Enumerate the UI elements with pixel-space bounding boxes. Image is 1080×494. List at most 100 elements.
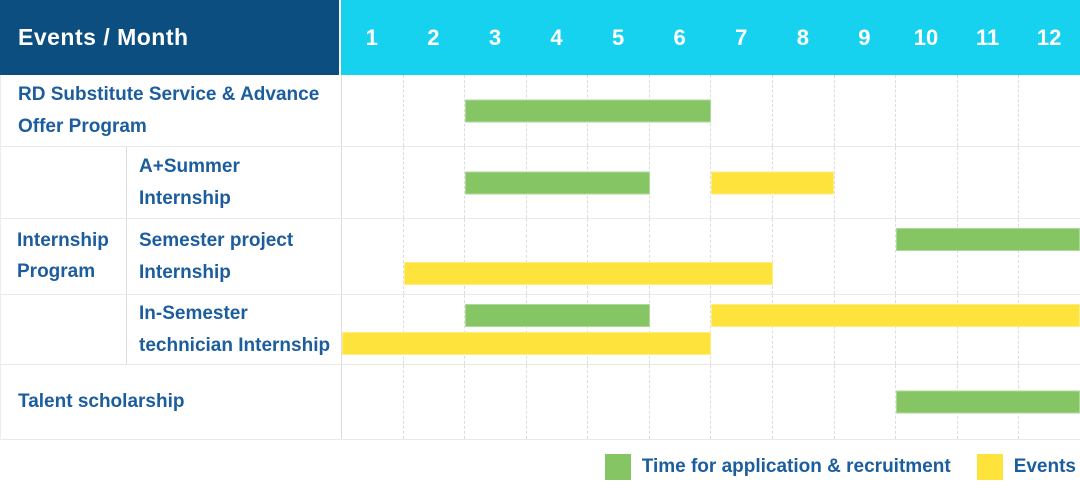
table-row: Talent scholarship (1, 365, 1080, 440)
month-gridline-cell (956, 219, 1019, 294)
gantt-bar-application (465, 171, 650, 194)
month-gridline-cell (772, 365, 834, 439)
legend-swatch-application (604, 454, 631, 480)
gantt-bar-application (895, 228, 1080, 251)
legend-label: Time for application & recruitment (641, 456, 951, 477)
gantt-bar-application (895, 390, 1080, 414)
month-gridline-cell (895, 147, 957, 218)
month-gridline-cell (402, 219, 465, 294)
month-gridline-cell (710, 295, 772, 364)
month-gridline-cell (956, 147, 1019, 218)
month-header-8: 8 (796, 24, 809, 50)
row-label-cell: Talent scholarship (1, 365, 342, 439)
month-gridline-cell (525, 365, 588, 439)
month-gridline-cell (648, 365, 711, 439)
month-gridline-cell (402, 365, 465, 439)
month-gridline-cell (342, 75, 403, 146)
month-gridline-cell (587, 365, 649, 439)
gantt-bar-events (403, 262, 773, 285)
row-label-cell: In-Semester technician Internship (1, 295, 342, 364)
table-row: A+Summer Internship (1, 147, 1080, 219)
month-gridline-cell (587, 219, 649, 294)
month-header-3: 3 (488, 24, 502, 50)
month-grid (342, 295, 1080, 364)
month-gridline-cell (833, 219, 896, 294)
month-gridline-cell (342, 147, 403, 218)
month-gridline-cell (342, 219, 403, 294)
month-gridline-cell (1018, 147, 1080, 218)
gantt-bar-events (711, 304, 1080, 327)
month-gridline-cell (402, 75, 465, 146)
month-grid (342, 75, 1080, 146)
row-label-cell: Semester project Internship (1, 219, 342, 294)
month-gridline-cell (525, 219, 588, 294)
month-gridline-cell (956, 75, 1019, 146)
month-header-1: 1 (365, 24, 378, 50)
month-gridline-cell (772, 75, 834, 146)
month-gridline-cell (464, 295, 526, 364)
row-label-cell: RD Substitute Service & Advance Offer Pr… (1, 75, 342, 146)
month-header-7: 7 (735, 24, 748, 50)
month-gridline-cell (710, 365, 772, 439)
gantt-bar-events (711, 171, 834, 194)
month-header-10: 10 (913, 24, 939, 50)
month-gridline-cell (525, 295, 588, 364)
month-gridline-cell (833, 295, 896, 364)
table-header-row: Events / Month 1 2 3 4 5 6 7 8 9 10 11 12 (0, 0, 1080, 75)
table-corner-title: Events / Month (0, 0, 341, 75)
gantt-bar-application (465, 304, 650, 327)
month-header-11: 11 (975, 24, 1000, 50)
month-header-6: 6 (673, 24, 686, 50)
events-month-table: Events / Month 1 2 3 4 5 6 7 8 9 10 11 12 RD Substi… (0, 0, 1080, 440)
legend-label: Events (1013, 456, 1076, 477)
legend-item-application: Time for application & recruitment (604, 454, 951, 480)
month-gridline-cell (648, 147, 711, 218)
month-gridline-cell (772, 219, 834, 294)
month-gridline-cell (895, 295, 957, 364)
month-gridline-cell (833, 75, 896, 146)
month-gridline-cell (587, 295, 649, 364)
month-gridline-cell (464, 365, 526, 439)
row-sublabel: Semester project Internship (126, 219, 341, 294)
month-header-row: 1 2 3 4 5 6 7 8 9 10 11 12 (341, 0, 1080, 75)
month-grid (342, 147, 1080, 218)
month-gridline-cell (342, 365, 403, 439)
table-row: RD Substitute Service & Advance Offer Pr… (1, 75, 1080, 147)
month-gridline-cell (464, 219, 526, 294)
month-header-12: 12 (1036, 24, 1062, 50)
month-header-5: 5 (611, 24, 625, 50)
month-gridline-cell (1018, 295, 1080, 364)
month-header-9: 9 (858, 24, 871, 50)
legend: Time for application & recruitment Events (0, 440, 1080, 494)
month-gridline-cell (1018, 219, 1080, 294)
row-sublabel: In-Semester technician Internship (126, 295, 341, 364)
month-header-4: 4 (550, 24, 563, 50)
month-gridline-cell (895, 75, 957, 146)
month-grid (342, 219, 1080, 294)
month-grid (342, 365, 1080, 439)
month-gridline-cell (402, 295, 465, 364)
row-sublabel: A+Summer Internship (126, 147, 341, 218)
month-header-2: 2 (427, 24, 440, 50)
month-gridline-cell (833, 365, 896, 439)
month-gridline-cell (464, 75, 526, 146)
month-gridline-cell (648, 219, 711, 294)
month-gridline-cell (710, 147, 772, 218)
month-gridline-cell (464, 147, 526, 218)
month-gridline-cell (1018, 75, 1080, 146)
row-label-cell: A+Summer Internship (1, 147, 342, 218)
gantt-bar-application (465, 99, 711, 122)
month-gridline-cell (710, 75, 772, 146)
legend-item-events: Events (976, 454, 1076, 480)
table-row: In-Semester technician Internship (1, 295, 1080, 365)
table-body: RD Substitute Service & Advance Offer Pr… (0, 75, 1080, 440)
month-gridline-cell (772, 295, 834, 364)
month-gridline-cell (833, 147, 896, 218)
month-gridline-cell (710, 219, 772, 294)
month-gridline-cell (402, 147, 465, 218)
table-row: Semester project Internship (1, 219, 1080, 295)
gantt-bar-events (342, 332, 711, 355)
month-gridline-cell (895, 219, 957, 294)
month-gridline-cell (956, 295, 1019, 364)
